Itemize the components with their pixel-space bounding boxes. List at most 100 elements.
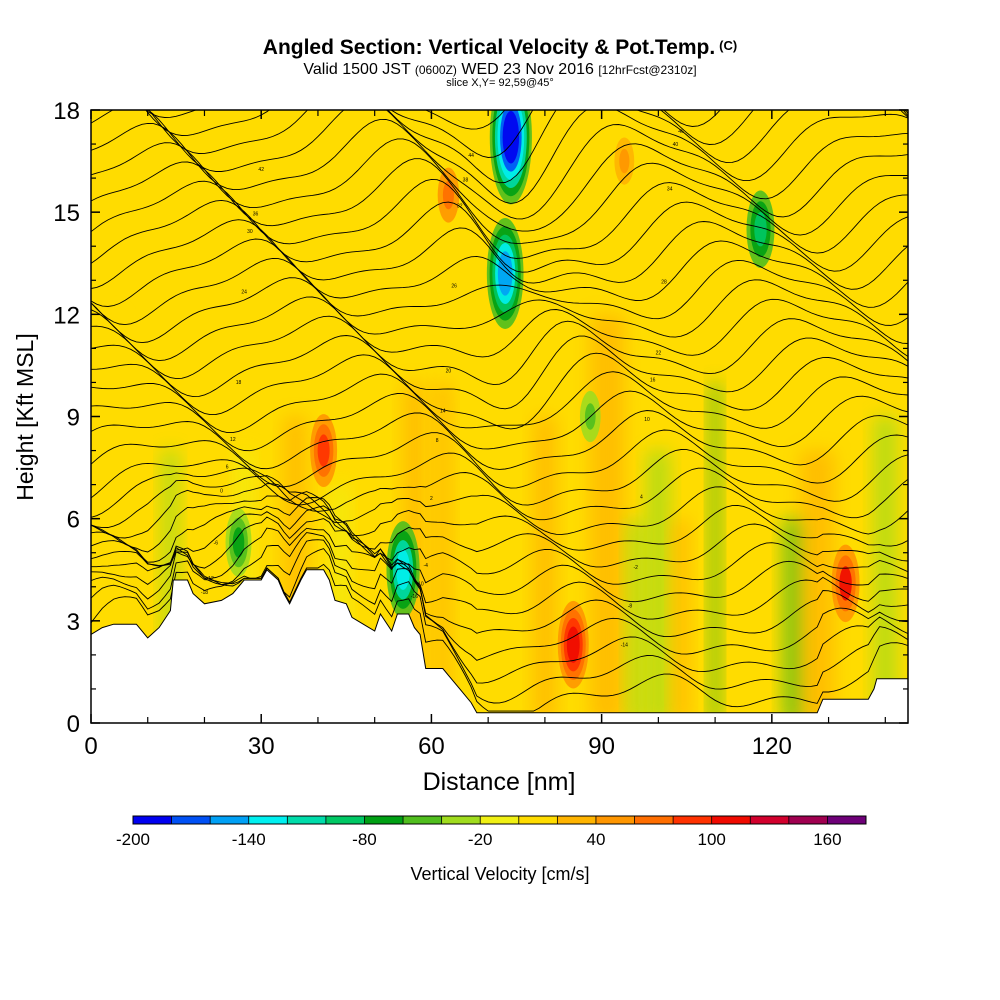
velocity-band	[647, 450, 670, 723]
colorbar-swatch	[480, 816, 520, 824]
theta-contour	[91, 467, 908, 521]
theta-contour-label: -14	[621, 642, 628, 648]
velocity-feature	[754, 211, 767, 247]
theta-contour	[91, 257, 908, 326]
theta-contour-label: 26	[451, 283, 457, 289]
velocity-features	[225, 110, 860, 689]
theta-contour	[91, 491, 908, 568]
colorbar-label: Vertical Velocity [cm/s]	[410, 864, 589, 884]
theta-contour	[91, 335, 908, 410]
colorbar-swatch	[325, 816, 365, 824]
theta-contour-label: -4	[424, 563, 429, 569]
velocity-band	[533, 416, 557, 723]
terrain-mask	[91, 569, 908, 723]
velocity-feature	[232, 527, 245, 558]
theta-contour	[91, 449, 908, 506]
colorbar-swatch	[518, 816, 558, 824]
velocity-band	[627, 518, 645, 723]
theta-contour-label: 20	[446, 369, 452, 375]
theta-contour	[91, 532, 908, 661]
theta-contour-label: 22	[656, 351, 662, 357]
theta-contour	[91, 238, 908, 308]
theta-contour	[91, 199, 908, 273]
velocity-band	[709, 382, 721, 723]
velocity-feature	[566, 626, 580, 663]
colorbar-tick-label: -200	[116, 830, 150, 849]
theta-contour-label: 2	[430, 496, 433, 502]
y-tick-label: 6	[67, 507, 80, 534]
theta-contour	[91, 315, 908, 386]
colorbar-tick-label: -80	[352, 830, 377, 849]
theta-contour	[91, 505, 908, 603]
colorbar-frame	[132, 815, 867, 825]
colorbar-swatch	[171, 816, 211, 824]
theta-contour-label: 32	[457, 204, 463, 210]
theta-contour-label: 30	[247, 229, 253, 235]
theta-contour-label: 42	[258, 167, 264, 173]
theta-contour	[91, 118, 908, 220]
theta-contour-label: 28	[661, 279, 667, 285]
theta-contour	[91, 371, 908, 434]
velocity-band	[873, 416, 897, 723]
y-axis-label: Height [Kft MSL]	[12, 333, 38, 500]
velocity-band	[800, 450, 835, 723]
theta-contour-label: 36	[253, 212, 259, 218]
theta-contour	[145, 110, 908, 130]
theta-contour	[91, 497, 908, 585]
theta-contour	[91, 516, 908, 620]
theta-contour-label: 18	[236, 380, 242, 386]
title-units: (C)	[719, 38, 738, 53]
theta-contour	[91, 548, 908, 704]
colorbar-swatch	[210, 816, 250, 824]
colorbar-swatch	[248, 816, 288, 824]
colorbar-swatch	[634, 816, 674, 824]
velocity-band	[590, 314, 625, 723]
colorbar-tick-label: -140	[232, 830, 266, 849]
y-tick-label: 3	[67, 609, 80, 636]
theta-contour-label: 8	[436, 438, 439, 444]
slice-subtitle: slice X,Y= 92,59@45°	[446, 77, 554, 89]
colorbar-swatch	[441, 816, 481, 824]
theta-contour	[91, 277, 908, 344]
theta-contour	[91, 475, 908, 535]
theta-contour-label: -6	[214, 540, 219, 546]
colorbar-swatch	[403, 816, 443, 824]
colorbar-swatch	[595, 816, 636, 824]
theta-contour	[91, 296, 908, 362]
x-axis-label: Distance [nm]	[423, 768, 576, 796]
x-tick-label: 30	[248, 733, 275, 760]
theta-contour-label: 24	[241, 290, 247, 296]
colorbar-swatch	[788, 816, 828, 824]
theta-contour	[91, 219, 908, 290]
theta-contour	[148, 110, 908, 184]
y-tick-label: 15	[53, 200, 80, 227]
theta-contour	[145, 110, 908, 158]
velocity-feature	[619, 148, 630, 174]
theta-contour	[91, 563, 908, 712]
theta-contour-label: 12	[230, 437, 236, 443]
colorbar-tick-label: 160	[813, 830, 841, 849]
theta-contour-label: 34	[667, 187, 673, 193]
theta-contour-label: 14	[440, 409, 446, 415]
theta-contour	[91, 390, 908, 452]
theta-contour	[91, 138, 908, 232]
theta-contour-label: 46	[678, 129, 684, 135]
valid-time-subtitle: Valid 1500 JST (0600Z) WED 23 Nov 2016 […	[303, 61, 697, 78]
y-tick-label: 0	[67, 711, 80, 738]
theta-contour	[91, 483, 908, 551]
colorbar-tick-label: -20	[468, 830, 493, 849]
y-tick-label: 9	[67, 405, 80, 432]
theta-contour-label: -12	[207, 576, 214, 582]
velocity-feature	[317, 434, 330, 467]
colorbar-tick-label: 40	[586, 830, 605, 849]
colorbar-swatch	[133, 816, 173, 824]
plot-area: -18-16-14-12-10-8-6-4 -202 468101214161820…	[91, 110, 908, 723]
x-tick-label: 60	[418, 733, 445, 760]
x-tick-label: 90	[588, 733, 615, 760]
y-tick-label: 18	[53, 98, 80, 125]
theta-contour-label: 38	[463, 177, 469, 183]
velocity-band	[672, 518, 690, 723]
theta-contour	[91, 158, 908, 244]
colorbar-swatch	[673, 816, 713, 824]
